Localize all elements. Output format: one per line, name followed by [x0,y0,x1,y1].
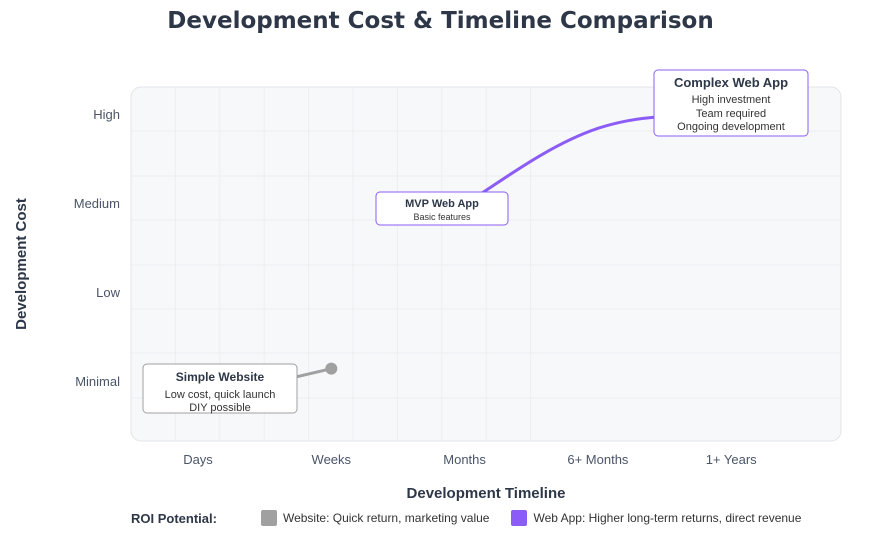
annotation-title: Complex Web App [674,75,788,90]
annotation-line: High investment [692,94,771,106]
y-axis-label: Development Cost [13,198,30,330]
x-axis-label: Development Timeline [407,485,566,502]
x-tick-label: Days [183,452,213,467]
legend-label-web-app: Web App: Higher long-term returns, direc… [533,511,802,525]
annotation-simple-website: Simple Website Low cost, quick launch DI… [142,363,298,414]
legend-swatch-website [260,510,277,526]
y-tick-label: Low [96,285,120,300]
annotation-box [142,363,298,414]
annotation-box [653,69,809,137]
annotation-line: Team required [696,108,766,120]
annotation-line: Ongoing development [677,121,785,133]
legend-item-web-app: Web App: Higher long-term returns, direc… [511,510,801,526]
annotation-mvp-web-app: MVP Web App Basic features [375,191,509,226]
y-axis: Minimal Low Medium High [74,107,121,389]
annotation-line: Low cost, quick launch [165,389,276,401]
y-tick-label: High [93,107,120,122]
x-axis: Days Weeks Months 6+ Months 1+ Years [183,452,757,467]
y-tick-label: Minimal [75,374,120,389]
annotation-line: DIY possible [189,402,251,414]
annotation-complex-web-app: Complex Web App High investment Team req… [653,69,809,137]
x-tick-label: 1+ Years [706,452,757,467]
annotation-title: Simple Website [176,370,265,384]
y-tick-label: Medium [74,196,120,211]
annotation-box [375,191,509,226]
annotation-title: MVP Web App [405,198,479,210]
chart-title: Development Cost & Timeline Comparison [167,8,714,34]
legend-item-website: Website: Quick return, marketing value [260,510,490,526]
x-tick-label: 6+ Months [567,452,629,467]
annotation-line: Basic features [413,212,471,222]
legend: ROI Potential: Website: Quick return, ma… [131,507,823,529]
x-tick-label: Weeks [312,452,352,467]
x-tick-label: Months [443,452,486,467]
legend-label-website: Website: Quick return, marketing value [282,511,490,525]
legend-title: ROI Potential: [131,510,217,526]
data-point-website [325,362,338,375]
legend-swatch-web-app [511,510,528,526]
